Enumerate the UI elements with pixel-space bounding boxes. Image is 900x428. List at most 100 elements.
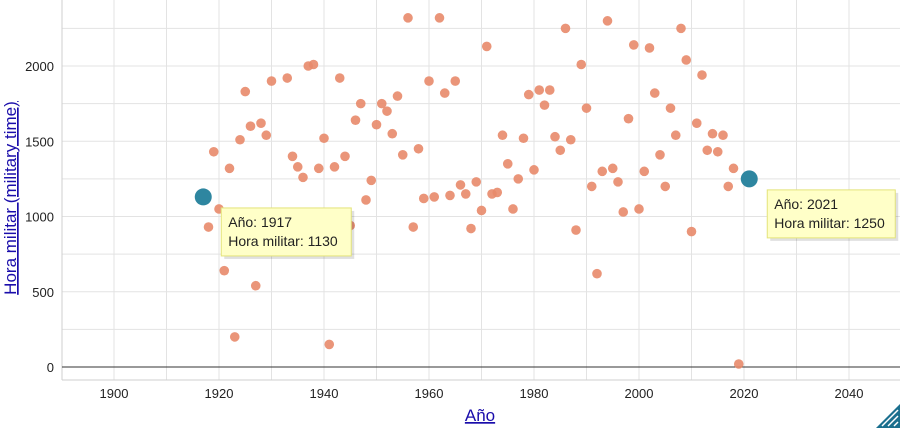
data-point[interactable] (392, 91, 403, 101)
highlighted-point[interactable] (194, 188, 212, 206)
data-point[interactable] (712, 146, 723, 157)
data-point[interactable] (235, 134, 245, 145)
data-point[interactable] (508, 204, 518, 214)
highlighted-point[interactable] (740, 170, 758, 188)
data-point[interactable] (607, 163, 618, 174)
data-point[interactable] (240, 86, 251, 97)
data-point[interactable] (497, 130, 508, 141)
data-point[interactable] (639, 166, 650, 177)
data-point[interactable] (707, 128, 718, 139)
data-point[interactable] (655, 149, 665, 160)
data-point[interactable] (702, 145, 713, 156)
data-point[interactable] (413, 143, 424, 154)
data-point[interactable] (334, 73, 345, 83)
data-point[interactable] (361, 195, 371, 205)
data-point[interactable] (644, 43, 655, 53)
y-axis-title[interactable]: Hora militar (military time) (1, 101, 20, 295)
data-point[interactable] (634, 204, 644, 214)
data-point[interactable] (560, 23, 571, 34)
data-point[interactable] (382, 106, 392, 116)
data-point[interactable] (319, 133, 329, 144)
data-point[interactable] (429, 192, 440, 202)
data-point[interactable] (229, 332, 240, 342)
data-point[interactable] (366, 175, 377, 186)
data-point[interactable] (565, 134, 576, 145)
data-point[interactable] (250, 280, 261, 291)
data-point[interactable] (649, 88, 660, 98)
data-point[interactable] (613, 177, 623, 187)
data-point[interactable] (728, 163, 739, 174)
data-point[interactable] (450, 76, 461, 86)
data-point[interactable] (455, 180, 466, 190)
data-point[interactable] (518, 133, 529, 144)
data-point[interactable] (292, 162, 303, 172)
data-point[interactable] (681, 55, 692, 65)
data-point[interactable] (529, 165, 539, 175)
data-point[interactable] (224, 163, 235, 174)
data-point[interactable] (371, 119, 382, 130)
data-point[interactable] (445, 190, 455, 201)
data-point[interactable] (597, 166, 608, 177)
data-point[interactable] (287, 151, 298, 162)
data-point[interactable] (623, 113, 634, 124)
data-point[interactable] (256, 118, 266, 128)
data-point[interactable] (424, 76, 434, 86)
data-point[interactable] (602, 16, 613, 26)
data-point[interactable] (550, 131, 560, 142)
data-point[interactable] (502, 159, 513, 169)
data-point[interactable] (208, 146, 219, 157)
data-point[interactable] (592, 268, 602, 279)
data-point[interactable] (555, 145, 566, 156)
data-point[interactable] (539, 100, 550, 110)
data-point[interactable] (628, 40, 639, 50)
data-point[interactable] (313, 163, 324, 174)
data-point[interactable] (266, 76, 277, 86)
data-point[interactable] (476, 205, 487, 216)
data-point[interactable] (534, 85, 545, 95)
data-point[interactable] (308, 59, 319, 70)
data-point[interactable] (460, 189, 471, 199)
data-point[interactable] (513, 174, 524, 184)
data-point[interactable] (665, 103, 676, 113)
x-axis-title[interactable]: Año (465, 406, 495, 425)
data-point[interactable] (203, 222, 214, 232)
data-point[interactable] (544, 85, 555, 95)
data-point[interactable] (418, 193, 429, 204)
data-point[interactable] (618, 207, 629, 217)
data-point[interactable] (397, 149, 408, 160)
data-point[interactable] (403, 13, 413, 23)
resize-handle-icon[interactable] (876, 404, 900, 428)
data-point[interactable] (723, 181, 734, 192)
data-point[interactable] (492, 187, 503, 198)
data-point[interactable] (350, 115, 361, 125)
data-point[interactable] (733, 359, 744, 369)
data-point[interactable] (355, 98, 366, 109)
data-point[interactable] (697, 70, 707, 80)
data-point[interactable] (676, 23, 686, 34)
data-point[interactable] (261, 130, 272, 141)
data-point[interactable] (439, 88, 450, 98)
data-point[interactable] (481, 41, 492, 52)
data-point[interactable] (340, 151, 350, 162)
data-point[interactable] (581, 103, 592, 113)
data-point[interactable] (571, 225, 581, 235)
data-point[interactable] (219, 265, 230, 276)
data-point[interactable] (586, 181, 597, 192)
data-point[interactable] (329, 162, 340, 172)
data-point[interactable] (282, 73, 293, 83)
data-point[interactable] (471, 177, 482, 187)
data-point[interactable] (670, 130, 681, 141)
data-point[interactable] (298, 172, 308, 183)
data-point[interactable] (245, 121, 256, 131)
data-point[interactable] (691, 118, 702, 128)
data-point[interactable] (523, 89, 534, 100)
data-point[interactable] (686, 226, 697, 237)
data-point[interactable] (576, 59, 587, 70)
data-point[interactable] (434, 13, 445, 23)
data-point[interactable] (376, 98, 387, 109)
data-point[interactable] (660, 181, 671, 192)
data-point[interactable] (387, 128, 398, 139)
data-point[interactable] (466, 223, 476, 234)
data-point[interactable] (324, 339, 335, 350)
data-point[interactable] (718, 130, 728, 141)
